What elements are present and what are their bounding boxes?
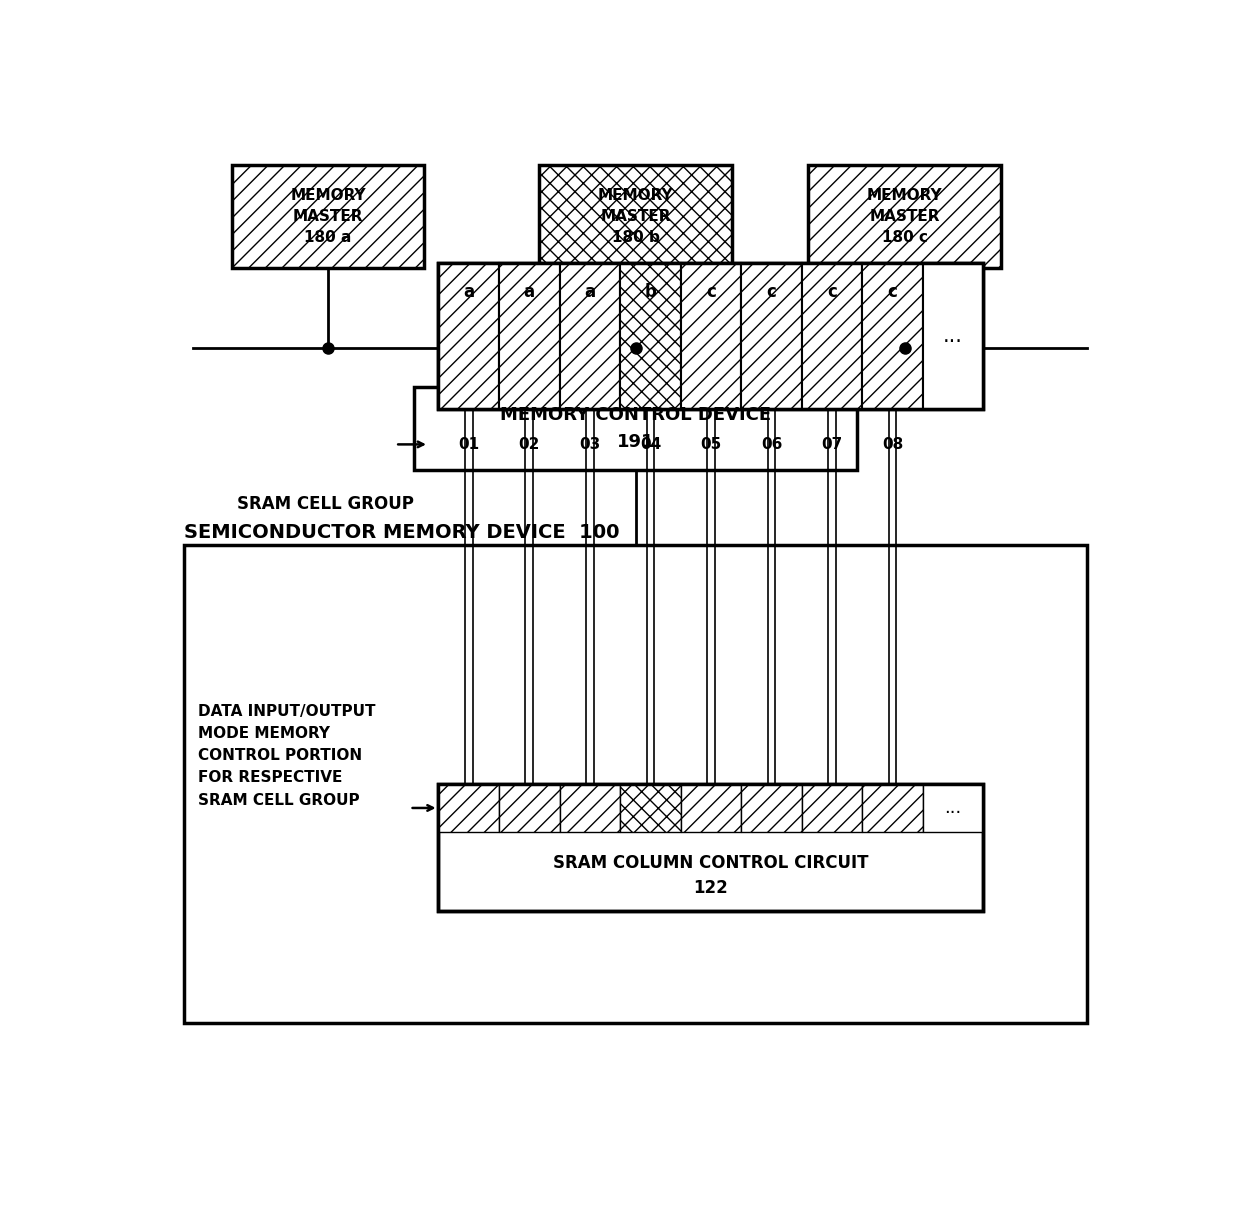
Bar <box>862 263 923 409</box>
Text: c: c <box>827 284 837 302</box>
Text: 03: 03 <box>579 437 600 452</box>
Bar <box>439 784 498 832</box>
Text: c: c <box>706 284 715 302</box>
Text: a: a <box>584 284 595 302</box>
Text: 06: 06 <box>761 437 782 452</box>
Bar <box>808 164 1001 268</box>
Text: a: a <box>464 284 475 302</box>
Bar <box>620 263 681 409</box>
Text: a: a <box>523 284 534 302</box>
Text: 07: 07 <box>821 437 843 452</box>
Bar <box>414 387 857 470</box>
Bar <box>862 784 923 832</box>
Text: DATA INPUT/OUTPUT
MODE MEMORY
CONTROL PORTION
FOR RESPECTIVE
SRAM CELL GROUP: DATA INPUT/OUTPUT MODE MEMORY CONTROL PO… <box>198 704 376 808</box>
Bar <box>439 784 983 911</box>
Text: 02: 02 <box>518 437 539 452</box>
Text: c: c <box>766 284 776 302</box>
Text: MEMORY
MASTER
180 a: MEMORY MASTER 180 a <box>290 188 366 245</box>
Bar <box>539 164 732 268</box>
Bar <box>923 263 983 409</box>
Bar <box>681 263 742 409</box>
Bar <box>439 263 498 409</box>
Bar <box>681 784 742 832</box>
Text: SRAM CELL GROUP: SRAM CELL GROUP <box>237 496 414 514</box>
Bar <box>439 263 983 409</box>
Bar <box>923 784 983 832</box>
Text: MEMORY
MASTER
180 c: MEMORY MASTER 180 c <box>867 188 942 245</box>
Text: ...: ... <box>945 799 962 817</box>
Bar <box>620 784 681 832</box>
Text: c: c <box>888 284 898 302</box>
Text: b: b <box>645 284 656 302</box>
Text: 05: 05 <box>701 437 722 452</box>
Text: MEMORY
MASTER
180 b: MEMORY MASTER 180 b <box>598 188 673 245</box>
Text: 04: 04 <box>640 437 661 452</box>
Bar <box>498 263 559 409</box>
Bar <box>559 784 620 832</box>
Bar <box>184 544 1087 1023</box>
Text: SRAM COLUMN CONTROL CIRCUIT
122: SRAM COLUMN CONTROL CIRCUIT 122 <box>553 854 869 896</box>
Bar <box>802 263 862 409</box>
Bar <box>742 263 802 409</box>
Text: 01: 01 <box>459 437 480 452</box>
Text: 08: 08 <box>882 437 903 452</box>
Bar <box>232 164 424 268</box>
Bar <box>559 263 620 409</box>
Bar <box>439 263 983 409</box>
Text: ...: ... <box>944 326 963 346</box>
Text: SEMICONDUCTOR MEMORY DEVICE  100: SEMICONDUCTOR MEMORY DEVICE 100 <box>184 523 619 542</box>
Bar <box>742 784 802 832</box>
Bar <box>439 784 983 911</box>
Bar <box>802 784 862 832</box>
Bar <box>498 784 559 832</box>
Text: MEMORY CONTROL DEVICE
191: MEMORY CONTROL DEVICE 191 <box>500 407 771 451</box>
